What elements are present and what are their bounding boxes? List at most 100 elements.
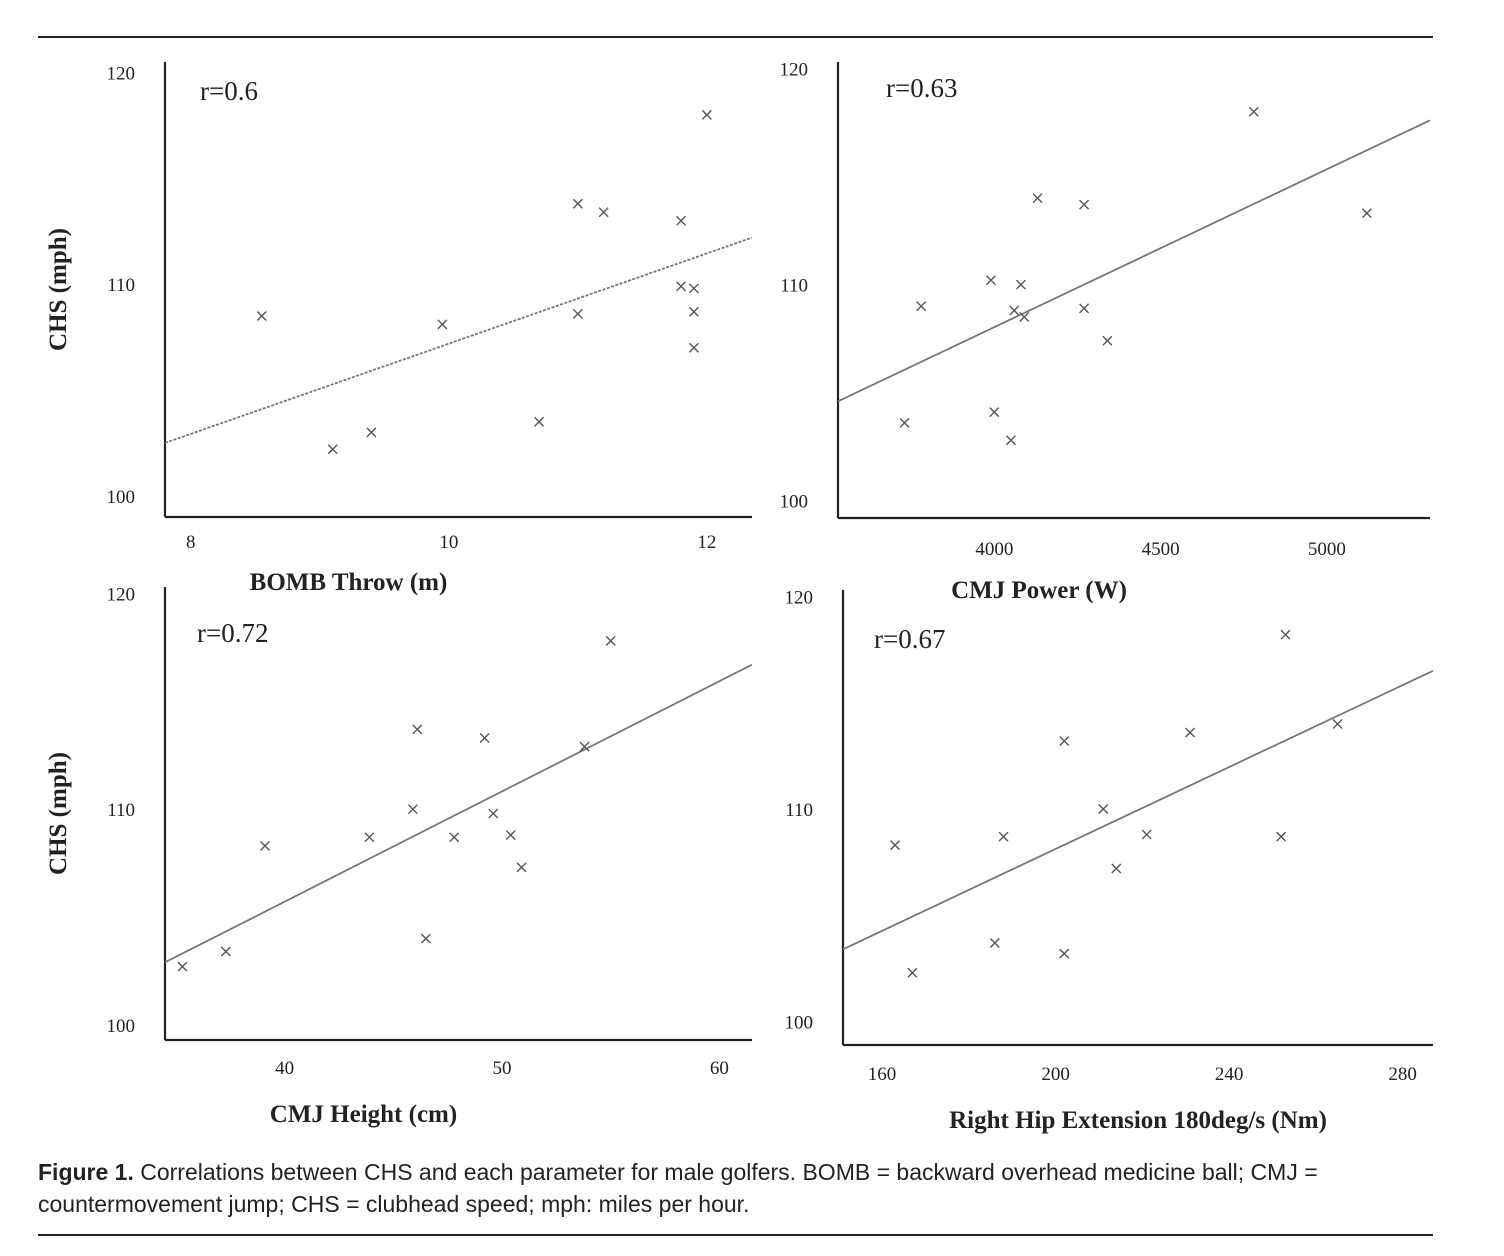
x-axis-title: Right Hip Extension 180deg/s (Nm) bbox=[949, 1107, 1327, 1134]
caption-text: Correlations between CHS and each parame… bbox=[38, 1159, 1318, 1217]
data-point bbox=[364, 832, 375, 843]
data-point-stroke bbox=[989, 937, 1000, 948]
y-tick-label: 100 bbox=[107, 487, 136, 508]
data-point-stroke bbox=[899, 417, 910, 428]
data-point bbox=[688, 342, 699, 353]
data-point-stroke bbox=[437, 319, 448, 330]
scatter-panel-3: 100 110 120 40 50 60 CMJ Height (cm) CHS (mph) r… bbox=[45, 584, 753, 1128]
data-point-stroke bbox=[572, 308, 583, 319]
data-point-stroke bbox=[916, 301, 927, 312]
trendline bbox=[164, 236, 753, 444]
y-tick-label: 110 bbox=[780, 276, 808, 297]
x-axis-title: CMJ Power (W) bbox=[951, 577, 1127, 604]
x-tick-label: 4000 bbox=[975, 539, 1013, 560]
data-point-stroke bbox=[1009, 305, 1020, 316]
data-point-stroke bbox=[1015, 279, 1026, 290]
data-point-stroke bbox=[676, 215, 687, 226]
x-tick-label: 160 bbox=[868, 1064, 897, 1085]
data-point bbox=[256, 310, 267, 321]
x-tick-label: 200 bbox=[1041, 1064, 1070, 1085]
data-point bbox=[989, 937, 1000, 948]
x-tick-label: 4500 bbox=[1142, 539, 1180, 560]
data-point bbox=[220, 946, 231, 957]
y-tick-label: 120 bbox=[780, 59, 809, 80]
data-point-stroke bbox=[488, 808, 499, 819]
data-point-stroke bbox=[598, 207, 609, 218]
data-point-stroke bbox=[579, 741, 590, 752]
data-point-stroke bbox=[890, 840, 901, 851]
x-tick-label: 50 bbox=[492, 1058, 511, 1079]
trendline bbox=[837, 119, 1431, 403]
x-tick-label: 10 bbox=[439, 532, 458, 553]
scatter-panel-4: 100 110 120 160 200 240 280 Right Hip Extension… bbox=[785, 587, 1434, 1134]
data-point bbox=[1005, 435, 1016, 446]
data-point bbox=[1141, 829, 1152, 840]
correlation-label: r=0.72 bbox=[197, 618, 268, 648]
data-point-stroke bbox=[366, 427, 377, 438]
data-point bbox=[1079, 303, 1090, 314]
data-point bbox=[516, 862, 527, 873]
correlation-label: r=0.6 bbox=[200, 76, 258, 106]
data-point bbox=[1102, 335, 1113, 346]
data-point bbox=[1332, 718, 1343, 729]
data-point-stroke bbox=[1102, 335, 1113, 346]
caption-label: Figure 1. bbox=[38, 1159, 134, 1185]
data-point-stroke bbox=[1059, 735, 1070, 746]
data-point bbox=[1032, 193, 1043, 204]
data-point bbox=[1059, 735, 1070, 746]
data-point-stroke bbox=[1079, 199, 1090, 210]
data-point-stroke bbox=[989, 407, 1000, 418]
data-point bbox=[1009, 305, 1020, 316]
x-axis-title: BOMB Throw (m) bbox=[250, 569, 448, 596]
data-point-stroke bbox=[1185, 727, 1196, 738]
data-point-stroke bbox=[1019, 312, 1030, 323]
data-point-stroke bbox=[1111, 863, 1122, 874]
data-point-stroke bbox=[327, 444, 338, 455]
data-point bbox=[598, 207, 609, 218]
trendline bbox=[842, 669, 1434, 951]
data-point bbox=[449, 832, 460, 843]
data-point-stroke bbox=[1032, 193, 1043, 204]
data-point bbox=[1098, 804, 1109, 814]
data-point bbox=[177, 961, 188, 972]
data-point bbox=[890, 840, 901, 851]
data-point-stroke bbox=[420, 933, 431, 944]
data-point-stroke bbox=[516, 862, 527, 873]
x-tick-label: 60 bbox=[710, 1058, 729, 1079]
data-point-stroke bbox=[256, 310, 267, 321]
correlation-label: r=0.63 bbox=[886, 73, 957, 103]
data-point-stroke bbox=[177, 961, 188, 972]
data-point bbox=[1276, 831, 1287, 842]
data-point-stroke bbox=[412, 724, 423, 735]
data-point bbox=[260, 840, 271, 851]
data-point-stroke bbox=[701, 109, 712, 120]
y-tick-label: 100 bbox=[780, 492, 809, 513]
data-point bbox=[412, 724, 423, 735]
data-point bbox=[579, 741, 590, 752]
data-point bbox=[688, 283, 699, 294]
y-tick-label: 100 bbox=[107, 1016, 136, 1037]
data-point bbox=[676, 281, 687, 292]
data-point-stroke bbox=[1141, 829, 1152, 840]
data-point-stroke bbox=[1276, 831, 1287, 842]
x-axis-title: CMJ Height (cm) bbox=[270, 1101, 457, 1128]
data-point bbox=[420, 933, 431, 944]
y-tick-label: 120 bbox=[107, 64, 136, 85]
y-tick-label: 110 bbox=[107, 800, 135, 821]
data-point-stroke bbox=[1059, 948, 1070, 959]
data-point-stroke bbox=[907, 967, 918, 978]
data-point bbox=[1248, 106, 1259, 117]
data-point bbox=[407, 804, 418, 815]
data-point-stroke bbox=[605, 635, 616, 646]
y-tick-label: 100 bbox=[785, 1013, 814, 1034]
data-point-stroke bbox=[1098, 804, 1109, 814]
data-point bbox=[488, 808, 499, 819]
data-point bbox=[907, 967, 918, 978]
x-tick-label: 40 bbox=[275, 1058, 294, 1079]
data-point-stroke bbox=[407, 804, 418, 815]
data-point bbox=[605, 635, 616, 646]
figure-charts: 100 110 120 8 10 12 BOMB Throw (m) CHS (mph) r=0… bbox=[45, 59, 1434, 1134]
data-point bbox=[534, 416, 545, 427]
data-point-stroke bbox=[688, 306, 699, 317]
bottom-rule bbox=[38, 1234, 1433, 1236]
